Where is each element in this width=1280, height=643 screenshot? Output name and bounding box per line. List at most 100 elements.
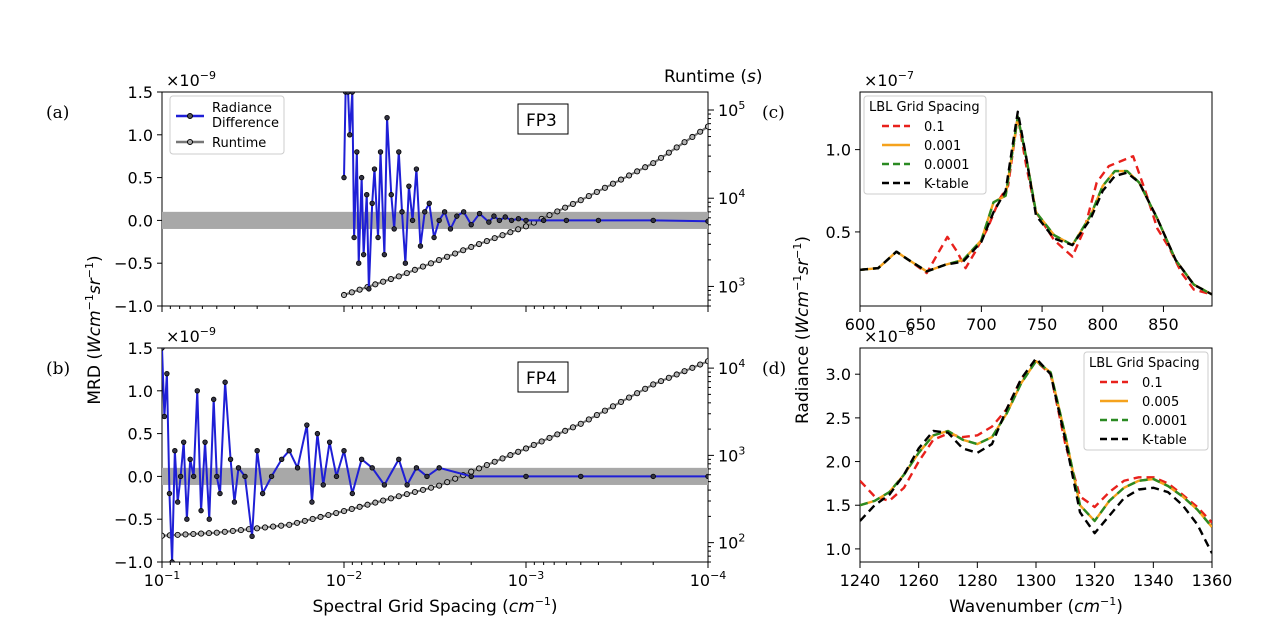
radiance-difference-point [705, 473, 708, 480]
x-tick-label: 1300 [1016, 571, 1057, 590]
y-tick-label: 2.5 [826, 409, 851, 428]
right-y-tick-label: 104 [718, 187, 745, 208]
x-tick-label: 700 [966, 315, 997, 334]
legend-rd-label-2: Difference [212, 116, 279, 131]
runtime-point [617, 176, 625, 183]
x-tick-label: 650 [905, 315, 936, 334]
panel-a: 1.5 1.0 0.5 0.0 −0.5 −1.0 103 104 105 (a) FP3 Ra… [46, 83, 745, 316]
radiance-difference-point [377, 149, 384, 155]
panel-c-frame [859, 91, 1213, 307]
runtime-point [229, 527, 236, 534]
multiplier-a: ×10−9 [166, 69, 216, 90]
runtime-point [538, 438, 545, 445]
radiance-difference-point [164, 370, 170, 377]
wavenumber-xlabel: Wavenumber (cm−1) [949, 595, 1123, 617]
y-tick-label: 0.0 [128, 467, 153, 486]
radiance-difference-point [174, 499, 181, 505]
radiance-difference-point [349, 490, 356, 497]
runtime-point [427, 260, 435, 267]
radiance-difference-point [222, 379, 228, 385]
runtime-point [522, 223, 530, 230]
runtime-point [697, 128, 704, 135]
runtime-point [174, 531, 181, 538]
radiance-difference-point [190, 473, 197, 480]
runtime-point [601, 184, 608, 191]
panel-b: 1.5 1.0 0.5 0.0 −0.5 −1.010−1 10−2 10−3 10−4 102 1… [46, 339, 745, 590]
spacing-xlabel: Spectral Grid Spacing (cm−1) [312, 595, 557, 617]
runtime-point [387, 495, 395, 502]
runtime-point [452, 475, 459, 482]
radiance-difference-point [314, 430, 321, 437]
radiance-difference-point [162, 348, 165, 351]
radiance-difference-point [369, 200, 375, 206]
legend-c-0.1-label: 0.1 [924, 120, 945, 135]
runtime-point [468, 468, 475, 475]
panel-d-label: (d) [762, 359, 786, 379]
legend-rt-marker [187, 139, 193, 145]
runtime-point [403, 491, 410, 498]
runtime-point [340, 291, 348, 299]
runtime-point [419, 486, 427, 493]
radiance-difference-point [180, 439, 187, 445]
radiance-difference-point [404, 482, 410, 488]
radiance-difference-point [320, 482, 326, 488]
x-tick-label: 10−4 [690, 569, 727, 590]
radiance-difference-point [169, 559, 175, 562]
tolerance-band [162, 467, 708, 485]
y-tick-label: 0.0 [128, 211, 153, 230]
legend-d-0.0001-label: 0.0001 [1142, 414, 1188, 429]
runtime-point [356, 286, 363, 293]
runtime-point [546, 212, 553, 219]
radiance-difference-point [369, 465, 375, 471]
radiance-difference-point [399, 209, 405, 215]
runtime-ylabel: Runtime (s) [664, 67, 763, 87]
radiance-difference-point [366, 286, 372, 292]
radiance-difference-point [454, 213, 460, 219]
series-01-line [860, 359, 1212, 524]
y-tick-label: −1.0 [114, 297, 153, 316]
radiance-difference-point [578, 473, 584, 480]
runtime-point [569, 424, 577, 431]
runtime-point [657, 154, 665, 161]
runtime-point [411, 488, 418, 496]
right-y-tick-label: 103 [718, 444, 745, 465]
radiance-difference-point [563, 217, 570, 224]
radiance-difference-point [177, 473, 184, 480]
runtime-point [617, 398, 625, 405]
runtime-point [673, 371, 680, 378]
radiance-difference-point [294, 465, 301, 471]
runtime-point [380, 278, 387, 285]
x-tick-label: 750 [1027, 315, 1058, 334]
radiance-difference-point [413, 465, 420, 471]
x-tick-label: 1340 [1133, 571, 1174, 590]
runtime-point [483, 462, 490, 469]
legend-d-title: LBL Grid Spacing [1089, 356, 1200, 371]
radiance-difference-point [217, 490, 223, 497]
radiance-difference-point [333, 473, 340, 480]
multiplier-b: ×10−9 [166, 325, 216, 346]
radiance-difference-point [388, 192, 394, 198]
runtime-point [444, 253, 451, 260]
runtime-point [642, 385, 649, 392]
y-tick-label: 1.5 [826, 496, 851, 515]
y-tick-label: 1.0 [826, 540, 851, 559]
radiance-difference-point [358, 174, 365, 181]
legend-d: LBL Grid Spacing 0.1 0.005 0.0001 K-tabl… [1083, 351, 1209, 451]
runtime-point [182, 531, 189, 538]
runtime-point [483, 238, 490, 245]
runtime-point [673, 144, 680, 151]
runtime-point [689, 364, 696, 371]
radiance-difference-point [431, 234, 437, 241]
radiance-difference-point [358, 456, 365, 462]
x-tick-label: 1240 [840, 571, 881, 590]
radiance-difference-point [491, 213, 497, 219]
runtime-point [372, 281, 379, 288]
runtime-point [380, 497, 387, 504]
runtime-point [704, 358, 708, 365]
runtime-point [301, 517, 308, 524]
radiance-difference-point [162, 413, 168, 420]
y-tick-label: 1.0 [826, 141, 851, 160]
radiance-difference-point [341, 448, 347, 454]
legend-c-ktable-label: K-table [924, 177, 969, 192]
radiance-difference-point [406, 183, 412, 189]
